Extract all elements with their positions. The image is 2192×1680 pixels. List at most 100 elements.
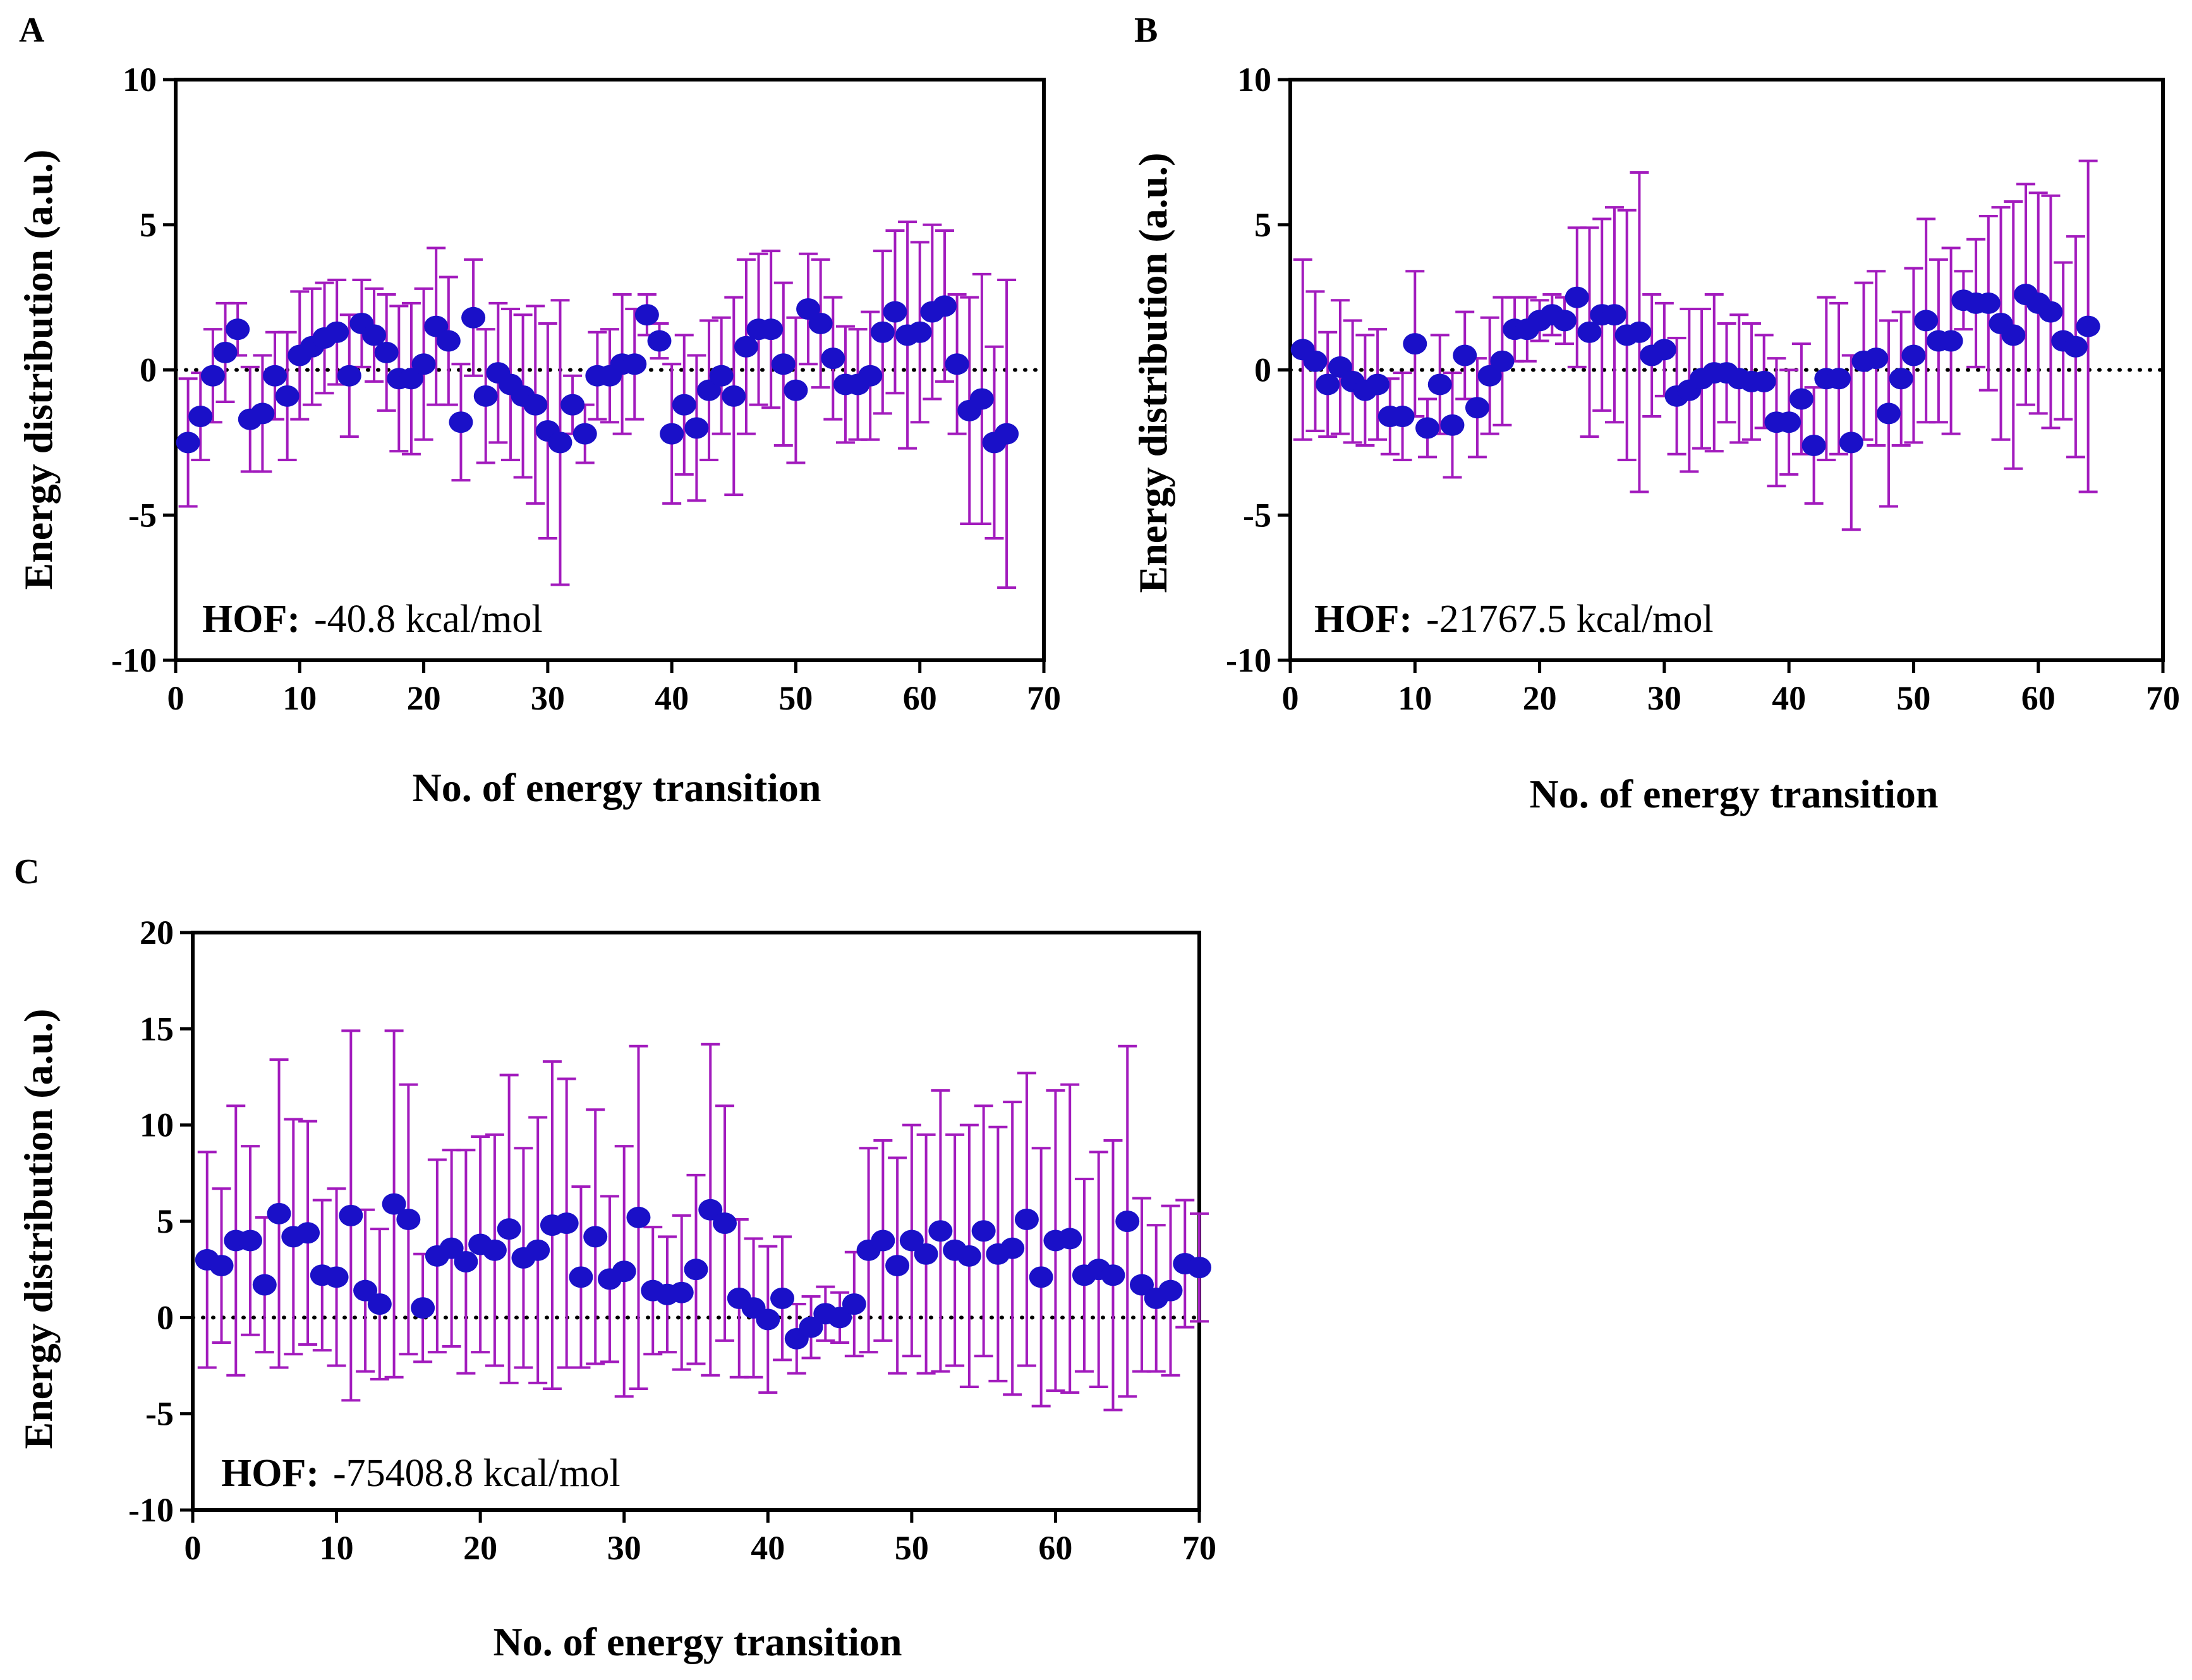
data-point (339, 1204, 363, 1226)
y-tick-label: -5 (128, 496, 157, 534)
data-point (1864, 347, 1889, 370)
data-point (756, 1308, 780, 1331)
x-tick-label: 0 (1282, 679, 1299, 717)
data-point (1303, 350, 1328, 372)
data-point (971, 1220, 996, 1242)
data-point (932, 295, 957, 317)
hof-key: HOF: (221, 1452, 319, 1495)
y-axis-label: Energy distribution (a.u.) (16, 150, 61, 590)
data-point (250, 402, 275, 425)
hof-key: HOF: (1314, 598, 1412, 641)
data-point (252, 1274, 277, 1296)
x-tick-label: 60 (1038, 1529, 1072, 1567)
y-tick-label: 0 (140, 351, 157, 389)
hof-key: HOF: (202, 598, 300, 641)
x-axis-label: No. of energy transition (412, 765, 821, 810)
x-tick-label: 60 (903, 679, 937, 717)
data-point (622, 353, 647, 375)
data-point (548, 432, 572, 454)
data-point (1328, 356, 1352, 378)
y-tick-label: -10 (1226, 641, 1271, 679)
data-point (697, 379, 722, 401)
data-point (424, 315, 449, 337)
data-point (436, 330, 461, 352)
x-tick-label: 50 (895, 1529, 929, 1567)
data-point (1490, 350, 1515, 372)
x-tick-label: 40 (1772, 679, 1806, 717)
data-point (1652, 339, 1676, 361)
data-point (684, 1259, 708, 1281)
x-tick-label: 70 (2146, 679, 2180, 717)
data-point (1565, 286, 1589, 308)
plot-area: 0 10 20 30 40 50 60 70 -10 -5 0 5 10 (1226, 61, 2180, 717)
data-point (870, 321, 895, 343)
y-tick-label: 15 (140, 1010, 174, 1048)
x-tick-label: 40 (655, 679, 689, 717)
data-point (1889, 368, 1913, 390)
panel-C: C Energy distribution (a.u.) No. of ener… (14, 852, 1216, 1664)
data-point (698, 1199, 723, 1221)
x-tick-label: 70 (1027, 679, 1061, 717)
plot-area: 0 10 20 30 40 50 60 70 -10 -5 0 5 10 (111, 61, 1061, 717)
data-point (1014, 1208, 1039, 1230)
data-point (176, 432, 200, 454)
data-point (1000, 1237, 1025, 1259)
data-point (411, 1297, 435, 1319)
data-point (842, 1293, 866, 1315)
x-tick-label: 30 (531, 679, 565, 717)
data-point (858, 365, 883, 387)
hof-annotation: HOF: -21767.5 kcal/mol (1314, 598, 1714, 641)
x-tick-label: 20 (1523, 679, 1557, 717)
data-point (2038, 301, 2063, 323)
data-point (473, 385, 498, 407)
y-tick-label: 5 (157, 1202, 174, 1240)
data-point (1789, 388, 1814, 410)
data-point (1602, 304, 1626, 326)
data-point (238, 1230, 263, 1252)
hof-value: -75408.8 kcal/mol (333, 1452, 621, 1495)
data-point (188, 406, 213, 428)
data-point (1752, 370, 1776, 392)
data-point (353, 1279, 378, 1302)
y-tick-label: -10 (128, 1491, 174, 1529)
data-point (523, 394, 548, 416)
data-point (885, 1255, 910, 1277)
data-point (1627, 321, 1652, 343)
data-point (461, 306, 486, 329)
data-point (1453, 344, 1477, 366)
data-point (1440, 414, 1465, 436)
data-point (647, 330, 672, 352)
data-point (612, 1260, 636, 1283)
data-point (526, 1239, 550, 1261)
data-point (200, 365, 225, 387)
data-point (969, 388, 994, 410)
x-tick-label: 70 (1182, 1529, 1216, 1567)
data-point (796, 298, 821, 320)
data-point (1187, 1257, 1211, 1279)
x-tick-label: 10 (1398, 679, 1432, 717)
data-point (660, 423, 684, 445)
data-point (928, 1220, 953, 1242)
data-point (209, 1255, 234, 1277)
y-axis-label: Energy distribution (a.u.) (1130, 153, 1175, 593)
data-point (1801, 434, 1826, 456)
data-point (497, 1218, 521, 1240)
panel-label: B (1134, 11, 1158, 50)
panel-B: B Energy distribution (a.u.) No. of ener… (1130, 11, 2180, 816)
y-tick-label: -5 (145, 1395, 174, 1433)
data-point (1901, 344, 1926, 366)
data-point (1316, 373, 1340, 396)
x-tick-label: 50 (1896, 679, 1930, 717)
data-point (1029, 1266, 1053, 1288)
data-point (770, 1287, 795, 1309)
hof-value: -40.8 kcal/mol (314, 598, 543, 641)
data-point (1939, 330, 1963, 352)
data-point (899, 1230, 924, 1252)
data-point (722, 385, 746, 407)
hof-annotation: HOF: -75408.8 kcal/mol (221, 1452, 621, 1495)
data-point (684, 417, 709, 439)
data-point (784, 379, 808, 401)
data-point (367, 1293, 392, 1315)
data-point (1129, 1274, 1154, 1296)
x-tick-label: 10 (282, 679, 317, 717)
